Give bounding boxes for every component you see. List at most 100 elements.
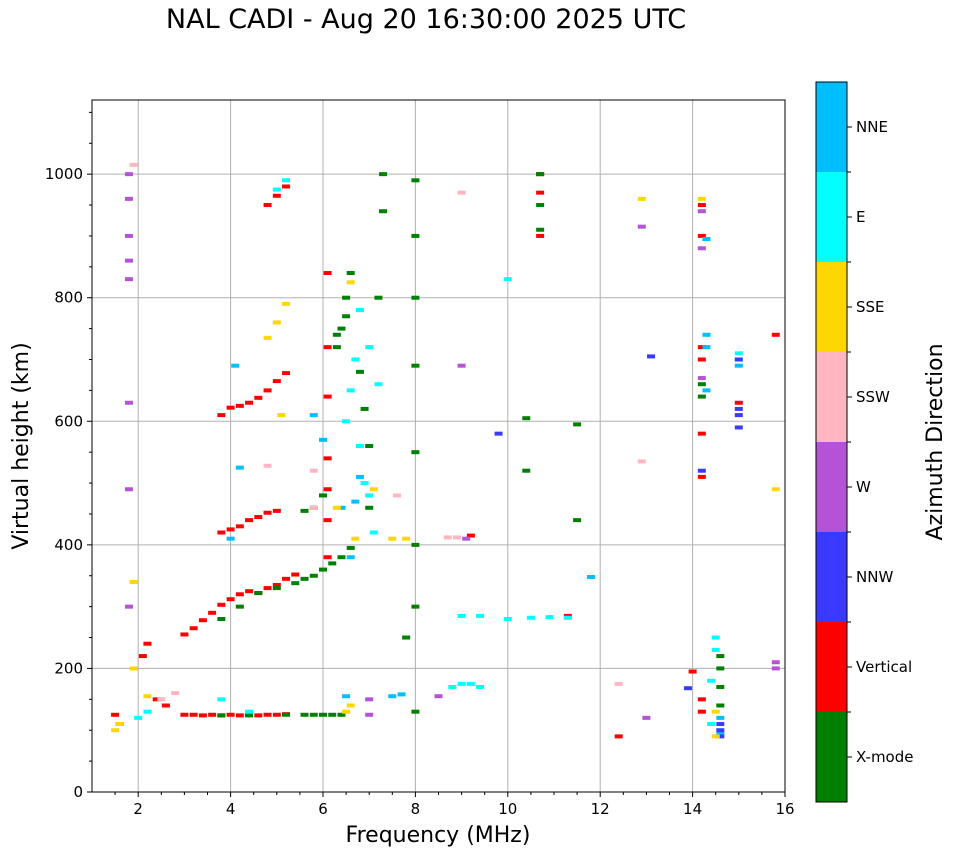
colorbar-swatch xyxy=(816,622,847,712)
x-axis-label: Frequency (MHz) xyxy=(346,823,531,848)
data-point xyxy=(522,468,531,473)
data-point xyxy=(355,474,364,479)
data-point xyxy=(282,178,291,183)
data-point xyxy=(503,617,512,621)
data-point xyxy=(323,394,332,399)
data-point xyxy=(263,203,272,208)
data-point xyxy=(124,233,133,238)
data-point xyxy=(180,632,189,637)
data-point xyxy=(332,345,341,350)
data-point xyxy=(124,258,133,263)
data-point xyxy=(716,684,725,689)
data-point xyxy=(716,666,725,671)
data-point xyxy=(697,709,706,714)
data-point xyxy=(476,613,485,618)
data-point xyxy=(365,444,374,448)
data-point xyxy=(309,573,318,578)
y-tick-label: 200 xyxy=(54,659,83,677)
data-point xyxy=(309,468,318,473)
data-point xyxy=(143,709,152,714)
data-point xyxy=(263,712,272,717)
data-point xyxy=(351,357,360,362)
colorbar-label-vertical: Vertical xyxy=(856,658,912,676)
data-point xyxy=(697,233,706,238)
colorbar-swatch xyxy=(816,352,847,442)
data-point xyxy=(536,203,545,208)
data-point xyxy=(365,493,374,498)
data-point xyxy=(411,542,420,547)
data-point xyxy=(323,456,332,461)
data-point xyxy=(235,403,244,408)
data-point xyxy=(476,684,485,689)
data-point xyxy=(688,669,697,674)
data-point xyxy=(217,602,226,607)
data-point xyxy=(319,567,327,572)
data-point xyxy=(263,463,272,468)
data-point xyxy=(411,295,420,300)
data-point xyxy=(226,597,235,602)
data-point xyxy=(614,681,623,686)
colorbar-frame xyxy=(815,81,848,803)
data-point xyxy=(217,413,226,418)
data-point xyxy=(697,246,706,251)
colorbar-swatch xyxy=(816,442,847,532)
data-point xyxy=(457,190,466,195)
colorbar-swatch xyxy=(816,712,847,802)
data-point xyxy=(124,487,133,492)
data-point xyxy=(337,326,346,331)
data-point xyxy=(115,722,124,727)
data-point xyxy=(124,400,133,405)
y-axis-label: Virtual height (km) xyxy=(9,342,34,549)
data-point xyxy=(462,536,471,541)
data-point xyxy=(536,190,545,195)
data-point xyxy=(346,388,355,393)
data-point xyxy=(707,678,716,683)
data-point xyxy=(734,425,743,430)
data-point xyxy=(143,694,152,699)
y-tick-label: 0 xyxy=(73,783,83,801)
data-point xyxy=(697,697,706,702)
data-point xyxy=(309,712,318,717)
data-point xyxy=(448,684,457,689)
x-tick-label: 10 xyxy=(498,800,517,818)
data-point xyxy=(411,178,420,183)
data-point xyxy=(124,196,133,201)
data-point xyxy=(637,459,646,464)
data-point xyxy=(129,579,138,584)
data-point xyxy=(291,581,300,586)
data-point xyxy=(466,533,475,538)
data-point xyxy=(198,618,207,623)
data-point xyxy=(734,406,743,411)
data-point xyxy=(235,465,244,470)
y-tick-label: 400 xyxy=(54,536,83,554)
data-point xyxy=(323,555,332,560)
data-point xyxy=(716,731,725,736)
data-point xyxy=(545,615,554,620)
data-point xyxy=(402,635,411,640)
data-point xyxy=(129,666,138,671)
data-point xyxy=(379,172,388,177)
data-point xyxy=(379,209,388,214)
series-w xyxy=(124,172,780,720)
data-point xyxy=(734,413,743,418)
data-point xyxy=(388,694,397,699)
data-point xyxy=(411,233,420,238)
data-point xyxy=(282,301,291,306)
data-point xyxy=(180,712,189,717)
data-point xyxy=(374,382,383,387)
data-point xyxy=(397,692,406,697)
data-point xyxy=(342,295,351,300)
data-point xyxy=(282,371,291,376)
data-point xyxy=(711,734,720,739)
data-point xyxy=(208,610,217,615)
data-point xyxy=(161,703,170,708)
data-point xyxy=(245,713,254,718)
data-point xyxy=(263,335,272,340)
data-point xyxy=(143,641,152,646)
data-point xyxy=(346,703,355,708)
data-point xyxy=(443,535,452,540)
data-point xyxy=(697,196,706,201)
colorbar-label-nnw: NNW xyxy=(856,568,893,586)
colorbar-swatch xyxy=(816,172,847,262)
data-point xyxy=(637,224,646,229)
